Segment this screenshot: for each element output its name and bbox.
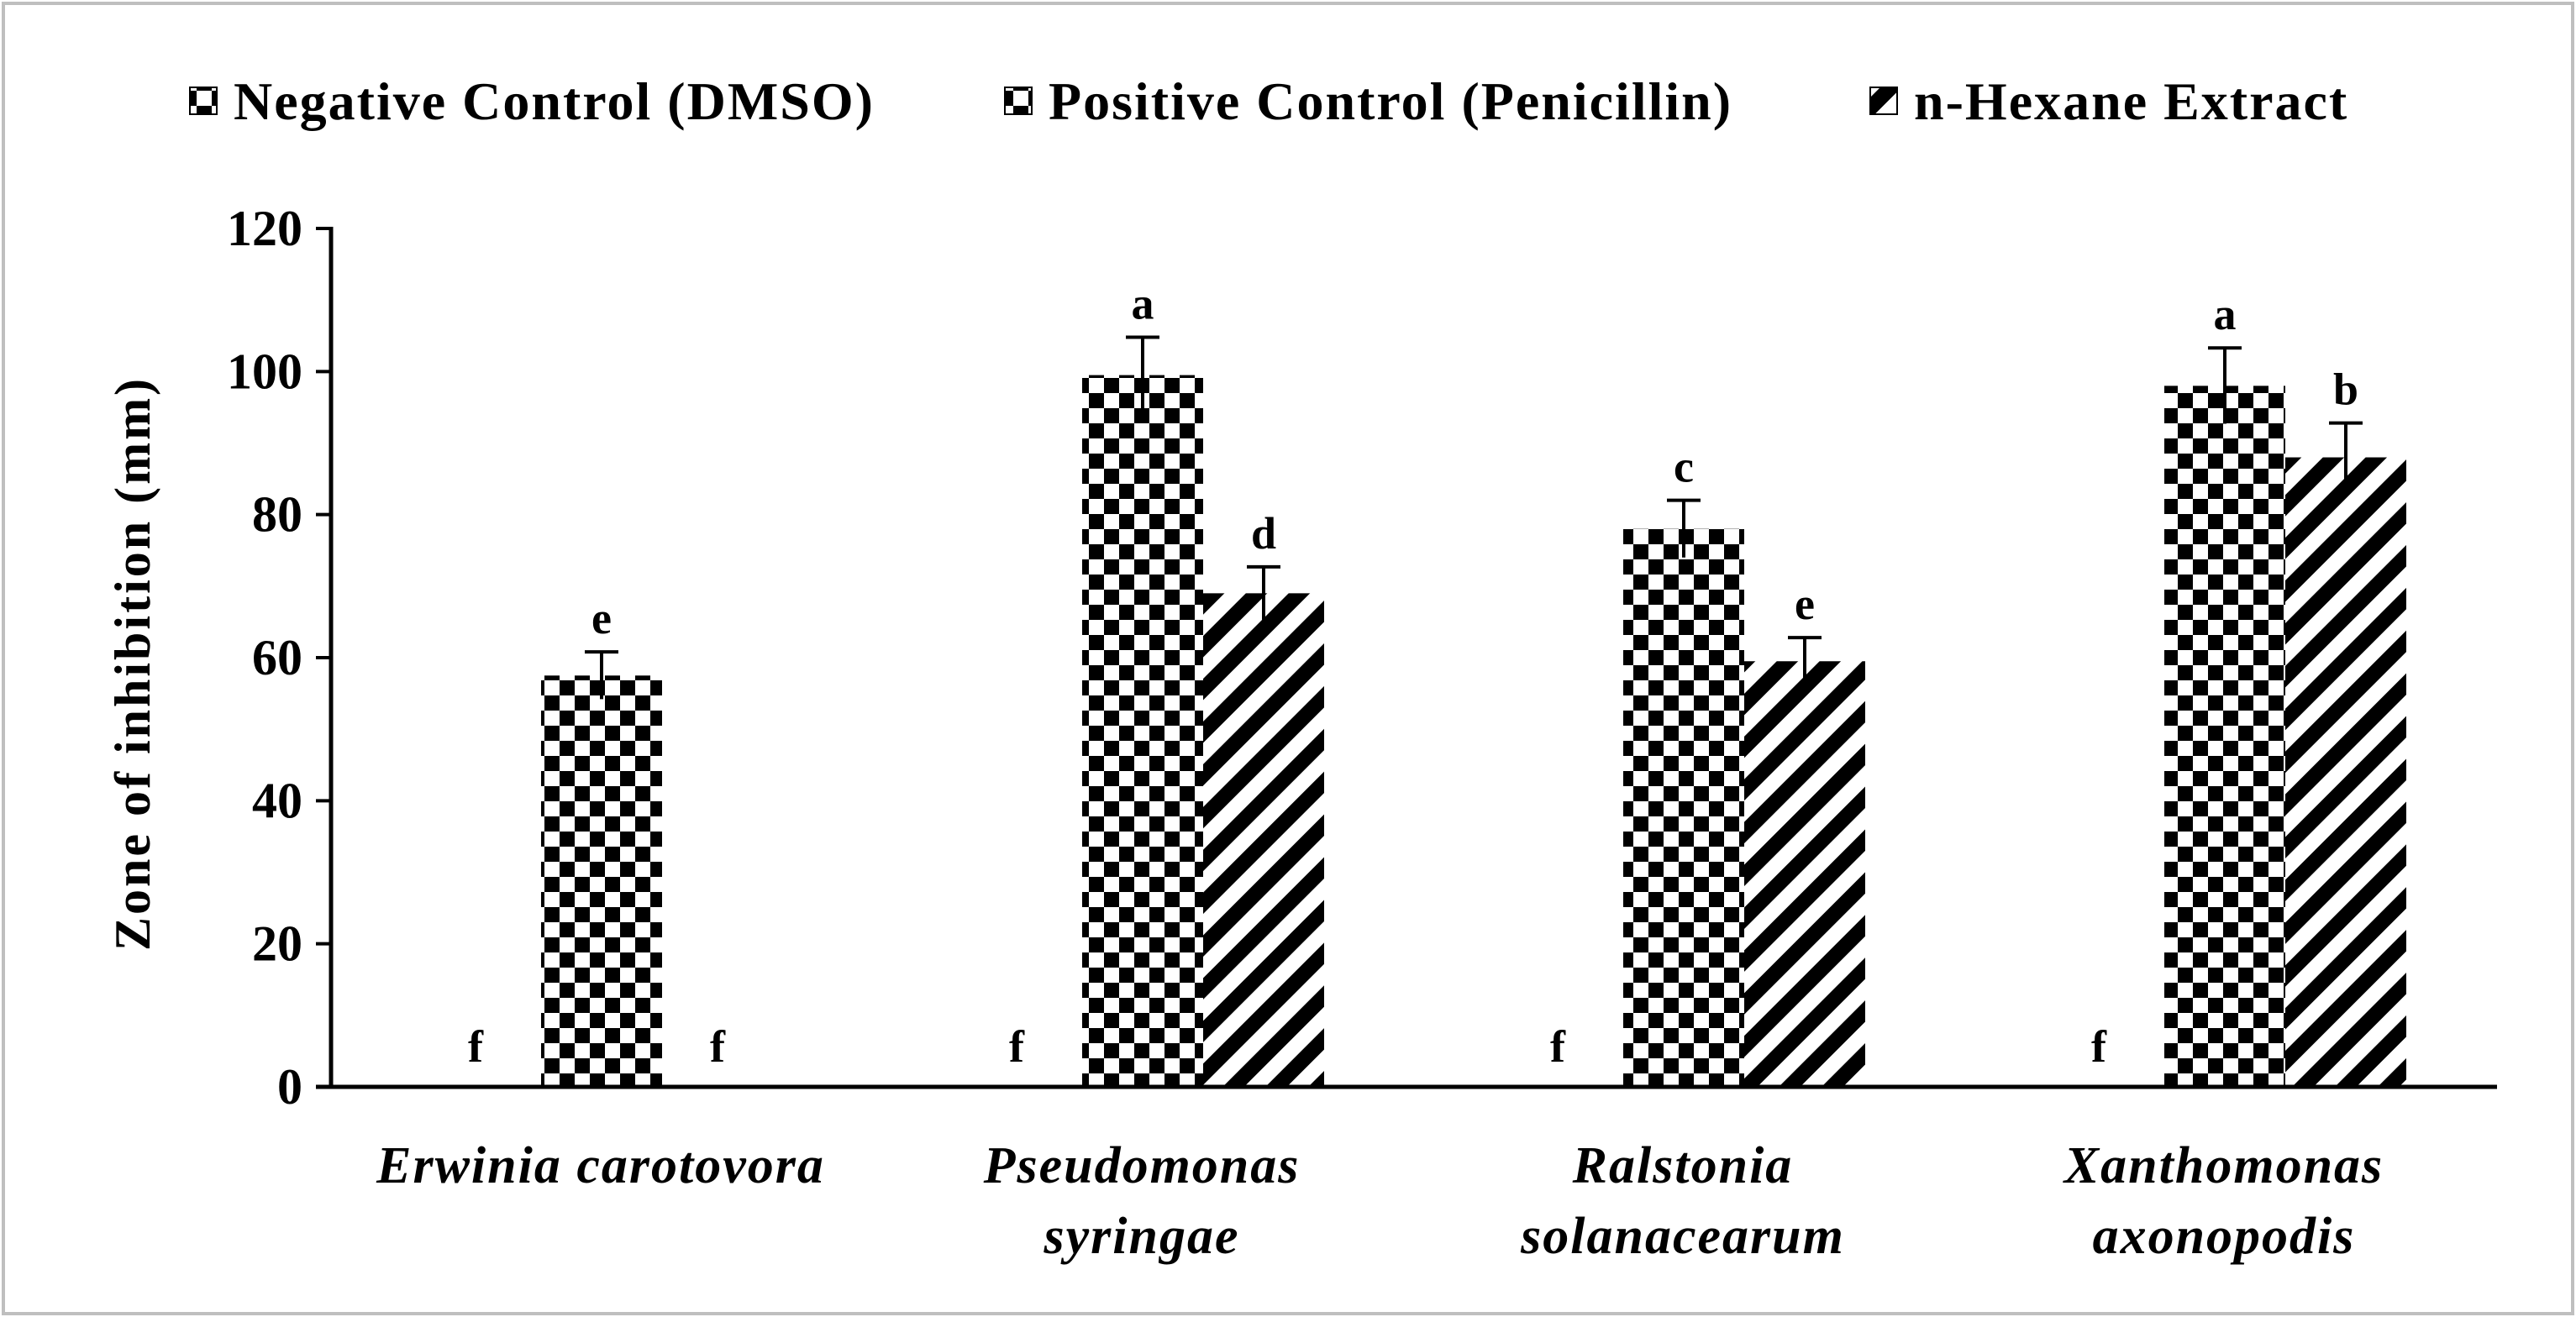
sig-letter-s1-c1: f	[468, 1021, 484, 1072]
legend-swatch-2	[1004, 87, 1033, 115]
legend: Negative Control (DMSO) Positive Control …	[189, 71, 2348, 131]
bar-s2-c3	[1623, 528, 1744, 1087]
x-category-label-1-line-1: Erwinia carotovora	[376, 1137, 825, 1194]
sig-letter-s2-c4: a	[2214, 289, 2237, 339]
x-axis-category-labels: Erwinia carotovora Pseudomonas syringae Ral…	[376, 1137, 2384, 1265]
legend-swatch-3	[1869, 87, 1898, 115]
x-category-label-3-line-2: solanacearum	[1520, 1208, 1845, 1265]
x-category-label-2-line-2: syringae	[1044, 1208, 1240, 1265]
x-category-label-4-line-2: axonopodis	[2093, 1208, 2356, 1265]
y-tick-label-0: 0	[277, 1059, 302, 1115]
sig-letter-s1-c2: f	[1009, 1021, 1025, 1072]
y-tick-label-3: 60	[252, 630, 302, 685]
y-axis-label: Zone of inhibition (mm)	[105, 376, 160, 951]
bar-s3-c2	[1203, 593, 1324, 1087]
y-tick-label-5: 100	[227, 344, 302, 399]
x-category-label-4-line-1: Xanthomonas	[2063, 1137, 2384, 1194]
bar-s2-c2	[1082, 375, 1203, 1087]
sig-letter-s2-c1: e	[591, 593, 612, 643]
y-tick-label-4: 80	[252, 487, 302, 543]
bar-s2-c4	[2164, 386, 2285, 1087]
error-bars-layer	[585, 335, 2363, 700]
legend-label-2: Positive Control (Penicillin)	[1049, 71, 1732, 131]
legend-label-3: n-Hexane Extract	[1914, 71, 2348, 131]
bar-s3-c3	[1744, 661, 1865, 1087]
y-tick-label-1: 20	[252, 916, 302, 972]
bars-layer	[541, 375, 2406, 1087]
sig-letter-s1-c3: f	[1550, 1021, 1566, 1072]
sig-letter-s2-c3: c	[1674, 442, 1694, 492]
sig-letter-s1-c4: f	[2091, 1021, 2107, 1072]
x-category-label-2-line-1: Pseudomonas	[983, 1137, 1301, 1194]
significance-letters-layer: f e f f a d f c e f a b	[468, 278, 2358, 1072]
legend-swatch-1	[189, 87, 218, 115]
bar-s2-c1	[541, 675, 662, 1087]
sig-letter-s3-c2: d	[1251, 508, 1276, 559]
y-axis-ticks: 0 20 40 60 80 100 120	[227, 201, 331, 1115]
legend-label-1: Negative Control (DMSO)	[234, 71, 875, 131]
y-tick-label-6: 120	[227, 201, 302, 256]
sig-letter-s2-c2: a	[1132, 278, 1154, 328]
axes	[316, 227, 2497, 1089]
bar-s3-c4	[2285, 457, 2406, 1087]
sig-letter-s3-c4: b	[2333, 365, 2358, 415]
sig-letter-s3-c3: e	[1795, 579, 1815, 629]
x-category-label-3-line-1: Ralstonia	[1572, 1137, 1794, 1194]
y-tick-label-2: 40	[252, 773, 302, 828]
sig-letter-s3-c1: f	[710, 1021, 726, 1072]
